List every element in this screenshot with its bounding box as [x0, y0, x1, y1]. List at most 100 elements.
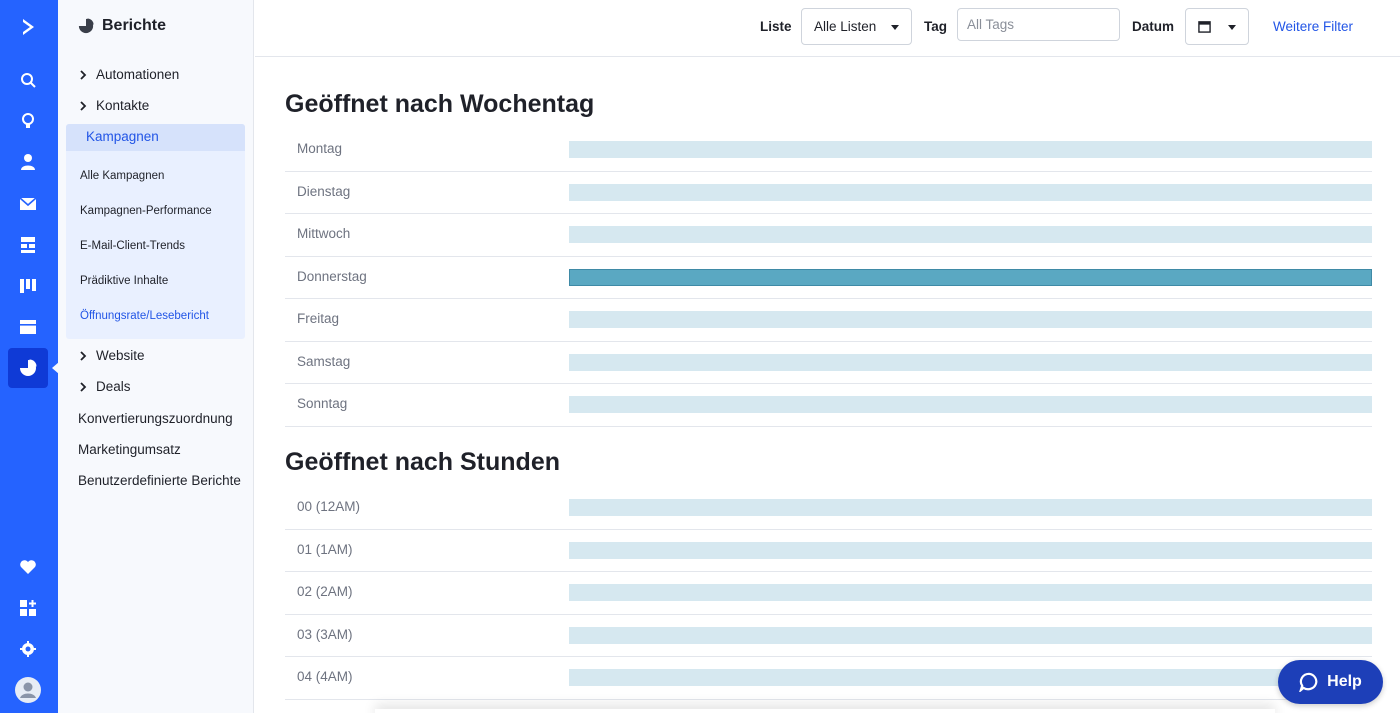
sub-email-client-trends[interactable]: E-Mail-Client-Trends [80, 240, 186, 252]
date-picker[interactable] [1185, 8, 1249, 45]
row-label: Mittwoch [297, 226, 351, 241]
chevron-down-icon [1228, 25, 1236, 30]
bar-track [569, 268, 1372, 286]
nav-deals[interactable]: Deals [78, 379, 131, 394]
apps-icon[interactable] [8, 588, 48, 628]
chart-row: Dienstag [285, 172, 1372, 214]
nav-automationen[interactable]: Automationen [78, 67, 179, 82]
reports-subnav: Berichte Automationen Kontakte Kampagnen… [58, 0, 254, 713]
lightbulb-icon[interactable] [8, 101, 48, 141]
sub-oeffnungsrate[interactable]: Öffnungsrate/Lesebericht [80, 310, 209, 322]
active-pointer [52, 362, 59, 374]
campaign-header-bg [66, 124, 245, 151]
chart-row: Samstag [285, 342, 1372, 384]
row-label: 04 (4AM) [297, 669, 353, 684]
bar[interactable] [569, 141, 1372, 158]
nav-label: Automationen [96, 67, 180, 82]
row-label: Sonntag [297, 396, 348, 411]
nav-konvertierungszuordnung[interactable]: Konvertierungszuordnung [78, 411, 233, 426]
nav-kampagnen[interactable]: Kampagnen [78, 129, 159, 144]
bar-track [569, 669, 1372, 686]
row-label: Freitag [297, 311, 340, 326]
row-label: 00 (12AM) [297, 499, 361, 514]
bar[interactable] [569, 396, 1372, 413]
chart-row: 02 (2AM) [285, 572, 1372, 615]
nav-label: Kontakte [96, 98, 150, 113]
chevron-right-icon [80, 100, 87, 111]
bar[interactable] [569, 669, 1372, 686]
search-icon[interactable] [8, 60, 48, 100]
help-label: Help [1327, 673, 1362, 690]
chart-row: Montag [285, 129, 1372, 172]
nav-website[interactable]: Website [78, 348, 145, 363]
more-filters-link[interactable]: Weitere Filter [1273, 19, 1354, 34]
bar[interactable] [569, 626, 1372, 644]
bar[interactable] [569, 311, 1372, 328]
row-label: 02 (2AM) [297, 584, 353, 599]
tag-label: Tag [924, 19, 947, 34]
chevron-right-icon [80, 350, 87, 361]
gear-icon[interactable] [8, 629, 48, 669]
calendar-icon [1198, 21, 1211, 33]
bar-track [569, 584, 1372, 601]
chart-row: 04 (4AM) [285, 657, 1372, 700]
sub-alle-kampagnen[interactable]: Alle Kampagnen [80, 170, 165, 182]
heart-icon[interactable] [8, 547, 48, 587]
logo-icon[interactable] [8, 7, 48, 47]
scroll-shadow [375, 709, 1275, 713]
chevron-down-icon [891, 25, 899, 30]
chart-row: Freitag [285, 299, 1372, 342]
nav-label: Website [96, 348, 145, 363]
chevron-right-icon [80, 69, 87, 80]
chart-row: 01 (1AM) [285, 530, 1372, 572]
chevron-right-icon [80, 381, 87, 392]
nav-label: Kampagnen [86, 129, 159, 144]
tag-input[interactable] [957, 8, 1120, 41]
bar[interactable] [569, 353, 1372, 371]
campaign-group [66, 124, 245, 339]
nav-benutzerdefinierte-berichte[interactable]: Benutzerdefinierte Berichte [78, 473, 241, 488]
subnav-title-text: Berichte [102, 17, 167, 34]
bar[interactable] [569, 499, 1372, 516]
bar-track [569, 141, 1372, 158]
list-label: Liste [760, 19, 792, 34]
chart-row: 00 (12AM) [285, 487, 1372, 530]
icon-rail [0, 0, 59, 713]
weekday-section-title: Geöffnet nach Wochentag [285, 90, 595, 118]
sub-kampagnen-performance[interactable]: Kampagnen-Performance [80, 205, 212, 217]
bar-track [569, 353, 1372, 371]
bar-track [569, 396, 1372, 413]
row-label: Dienstag [297, 183, 351, 199]
help-button[interactable]: Help [1278, 660, 1383, 704]
bar[interactable] [569, 541, 1372, 559]
bar[interactable] [569, 183, 1372, 201]
reports-icon[interactable] [8, 348, 48, 388]
mail-icon[interactable] [8, 184, 48, 224]
row-label: Donnerstag [297, 268, 367, 284]
bar-track [569, 311, 1372, 328]
nav-marketingumsatz[interactable]: Marketingumsatz [78, 442, 181, 457]
list-select-value: Alle Listen [814, 19, 877, 34]
bar[interactable] [569, 268, 1372, 286]
filter-bar: Liste Alle Listen Tag Datum Weitere Filt… [255, 0, 1400, 57]
website-icon[interactable] [8, 307, 48, 347]
row-label: Samstag [297, 353, 351, 369]
contacts-icon[interactable] [8, 142, 48, 182]
nav-label: Deals [96, 379, 131, 394]
automation-icon[interactable] [8, 225, 48, 265]
bar-track [569, 626, 1372, 644]
bar-track [569, 499, 1372, 516]
chat-bubble-icon [1299, 672, 1318, 692]
row-label: Montag [297, 141, 343, 156]
row-label: 01 (1AM) [297, 541, 353, 557]
nav-kontakte[interactable]: Kontakte [78, 98, 149, 113]
sub-praediktive-inhalte[interactable]: Prädiktive Inhalte [80, 275, 169, 287]
avatar[interactable] [8, 670, 48, 710]
bar[interactable] [569, 584, 1372, 601]
bar-track [569, 183, 1372, 201]
bar[interactable] [569, 226, 1372, 243]
date-label: Datum [1132, 19, 1175, 34]
pipeline-icon[interactable] [8, 266, 48, 306]
list-select[interactable]: Alle Listen [801, 8, 912, 45]
hours-section-title: Geöffnet nach Stunden [285, 448, 560, 476]
